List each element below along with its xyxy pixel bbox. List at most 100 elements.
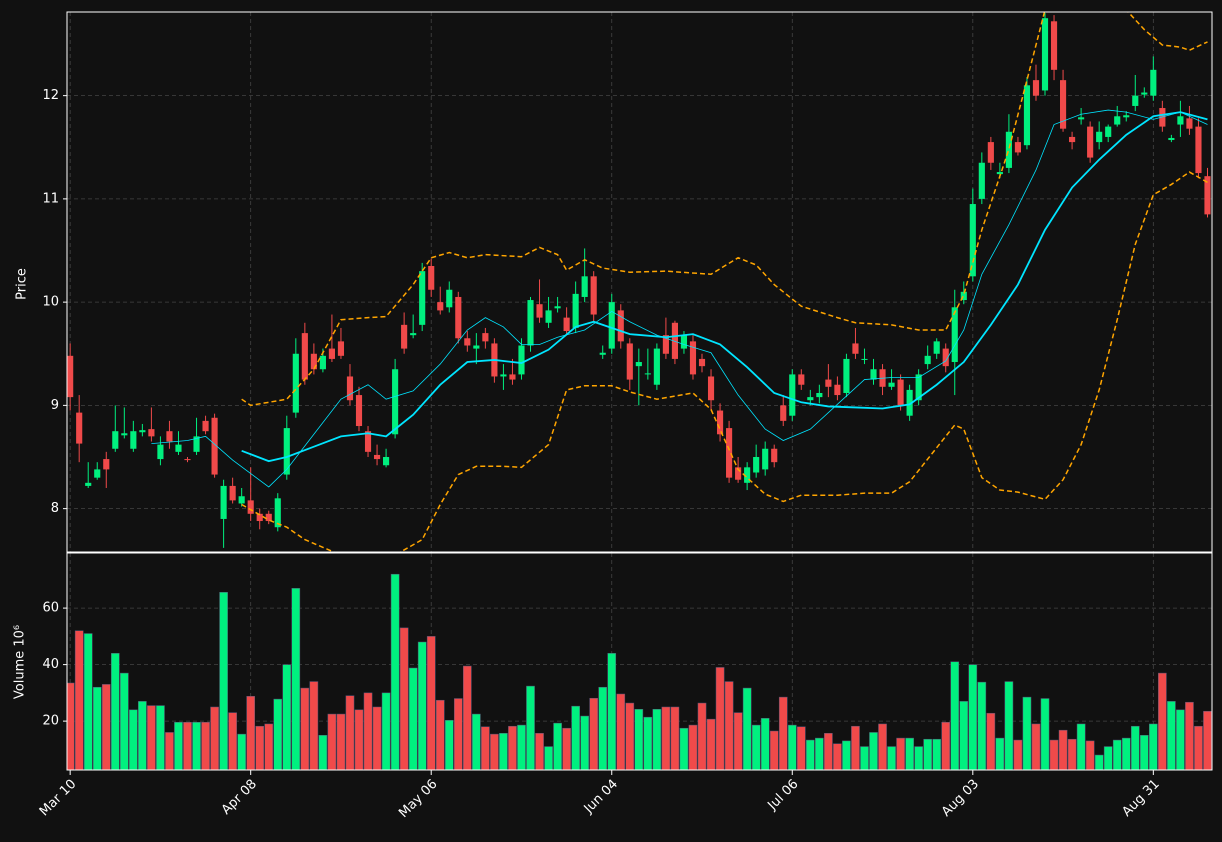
candle-body xyxy=(328,348,335,359)
volume-bar xyxy=(869,732,878,770)
candle-body xyxy=(437,302,444,311)
volume-bar xyxy=(715,667,725,770)
volume-bar xyxy=(1185,701,1194,770)
candle-body xyxy=(554,306,561,309)
volume-bar xyxy=(508,725,517,770)
volume-bar xyxy=(273,698,283,770)
volume-bar xyxy=(1130,725,1140,770)
candle-body xyxy=(680,335,688,349)
candle-body xyxy=(644,373,651,375)
candle-body xyxy=(1186,118,1193,129)
candle-body xyxy=(626,343,633,380)
candle-body xyxy=(771,448,778,463)
volume-bar xyxy=(1121,737,1131,770)
y-tick-label: 40 xyxy=(42,657,59,672)
y-tick-label: 60 xyxy=(42,601,59,616)
volume-bar xyxy=(363,692,373,770)
volume-bar xyxy=(408,667,418,770)
volume-bar xyxy=(372,706,382,770)
volume-bar xyxy=(580,715,589,770)
volume-bar xyxy=(724,681,734,770)
candle-body xyxy=(816,392,823,398)
volume-bar xyxy=(950,661,960,770)
volume-bar xyxy=(1112,739,1122,770)
candle-body xyxy=(861,358,868,360)
candle-body xyxy=(500,374,507,377)
bollinger-band xyxy=(241,171,1208,552)
candle-body xyxy=(1059,80,1067,129)
volume-bar xyxy=(1013,739,1023,770)
candle-body xyxy=(762,448,769,470)
candle-body xyxy=(473,345,480,349)
candle-body xyxy=(428,265,435,290)
candle-body xyxy=(1168,137,1175,141)
candle-body xyxy=(355,395,363,427)
volume-bar xyxy=(354,709,364,770)
volume-bar xyxy=(291,588,301,770)
candle-body xyxy=(590,276,597,315)
candle-body xyxy=(1087,126,1094,158)
candle-body xyxy=(753,457,760,473)
volume-bar xyxy=(697,702,707,770)
candle-body xyxy=(1041,18,1049,91)
y-tick-label: 9 xyxy=(51,398,59,413)
volume-bar xyxy=(1158,672,1167,770)
candle-body xyxy=(157,444,164,460)
volume-bar xyxy=(607,653,617,770)
candle-body xyxy=(337,341,345,356)
candle-body xyxy=(1105,126,1112,137)
y-tick-label: 10 xyxy=(42,295,59,310)
candle-body xyxy=(67,355,74,398)
candle-body xyxy=(978,162,985,199)
volume-bar xyxy=(1058,729,1068,770)
candle-body xyxy=(527,300,534,346)
candle-body xyxy=(825,379,832,387)
candle-body xyxy=(446,289,453,308)
candle-body xyxy=(193,436,200,452)
volume-bar xyxy=(264,723,274,770)
candle-body xyxy=(852,343,859,354)
candle-body xyxy=(175,444,182,452)
volume-bar xyxy=(553,722,562,770)
volume-bar xyxy=(878,723,887,770)
volume-bar xyxy=(670,706,680,770)
volume-bar xyxy=(444,720,454,770)
volume-bar xyxy=(995,737,1005,770)
y-tick-label: 11 xyxy=(42,191,59,206)
volume-bar xyxy=(219,592,228,770)
candle-body xyxy=(698,358,706,367)
candle-body xyxy=(635,362,642,367)
volume-bar xyxy=(381,692,391,770)
candle-body xyxy=(1132,95,1139,106)
candle-body xyxy=(608,302,615,349)
candle-body xyxy=(455,296,462,339)
volume-bar xyxy=(589,697,599,770)
volume-bar xyxy=(760,718,770,770)
candle-body xyxy=(1005,131,1012,168)
candle-body xyxy=(247,500,254,514)
candle-body xyxy=(689,341,697,375)
volume-bar xyxy=(390,573,400,770)
volume-bar xyxy=(435,699,445,770)
volume-bar xyxy=(796,726,806,770)
candle-body xyxy=(319,355,326,370)
candle-body xyxy=(274,498,281,528)
volume-bar xyxy=(481,726,490,770)
volume-bar xyxy=(1085,740,1095,770)
candle-body xyxy=(130,431,137,449)
volume-bar xyxy=(237,733,246,770)
candle-body xyxy=(1096,131,1103,143)
volume-bar xyxy=(183,721,192,770)
volume-bar xyxy=(1031,723,1041,770)
moving-average xyxy=(151,109,1208,488)
volume-bar xyxy=(751,724,761,770)
volume-bar xyxy=(336,713,346,770)
candle-body xyxy=(401,324,408,349)
volume-bar xyxy=(318,734,328,770)
candle-body xyxy=(184,459,191,461)
volume-bar xyxy=(1040,698,1050,770)
candle-body xyxy=(789,374,796,416)
volume-bar xyxy=(815,737,824,770)
volume-bar xyxy=(210,706,219,770)
volume-bar xyxy=(860,746,869,770)
